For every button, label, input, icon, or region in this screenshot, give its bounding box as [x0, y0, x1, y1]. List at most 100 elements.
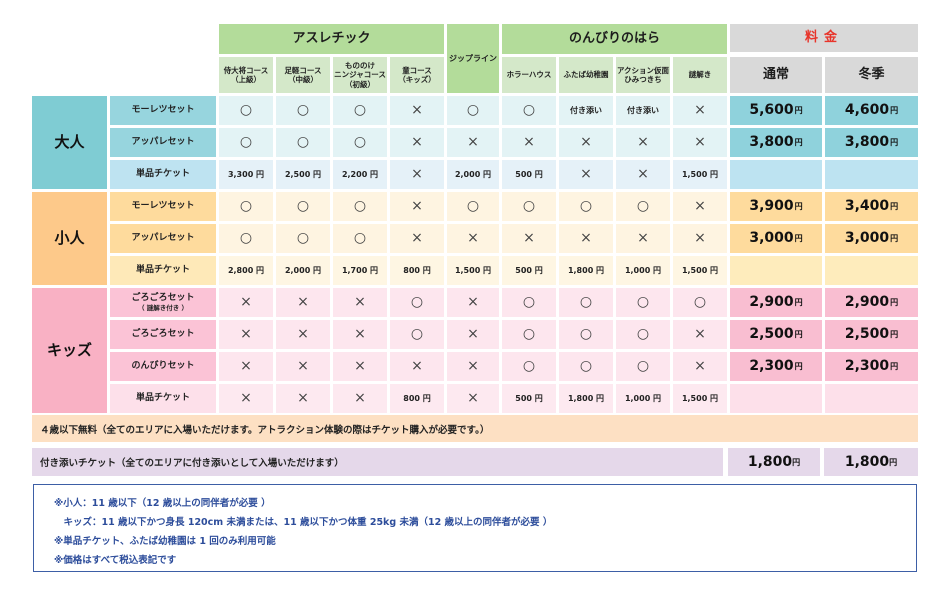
price-winter: 2,300 円: [825, 352, 918, 381]
header-price-normal: 通常: [730, 57, 822, 93]
currency-unit: 円: [794, 137, 803, 147]
unavailable-mark: ×: [390, 96, 444, 125]
price-winter: 3,800 円: [825, 128, 918, 157]
set-name: ごろごろセット: [110, 320, 216, 349]
price-winter: 3,000 円: [825, 224, 918, 253]
price-value: 3,400: [844, 197, 890, 214]
available-mark: ○: [276, 128, 330, 157]
header-label-line: 童コース: [402, 65, 432, 75]
header-nonbiri-item: アクション仮面 ひみつきち: [616, 57, 670, 93]
price-winter: 2,900 円: [825, 288, 918, 317]
unavailable-mark: ×: [502, 128, 556, 157]
currency-unit: 円: [890, 361, 899, 371]
unavailable-mark: ×: [390, 128, 444, 157]
set-name: アッパレセット: [110, 224, 216, 253]
set-name-label: のんびりセット: [131, 360, 195, 371]
price-winter: [825, 160, 918, 189]
cell-value: 2,500 円: [276, 160, 330, 189]
cell-value: 500 円: [502, 384, 556, 413]
available-mark: ○: [333, 96, 387, 125]
set-name-label: 単品チケット: [135, 168, 190, 179]
available-mark: ○: [447, 192, 499, 221]
notes-box: ※小人：11 歳以下（12 歳以上の同伴者が必要 ） キッズ：11 歳以下かつ身…: [33, 484, 917, 572]
header-label-line: アクション仮面: [616, 65, 670, 75]
set-name: 単品チケット: [110, 256, 216, 285]
currency-unit: 円: [794, 105, 803, 115]
header-nonbiri-item: 謎解き: [673, 57, 727, 93]
available-mark: ○: [390, 320, 444, 349]
cell-value: 1,800 円: [559, 256, 613, 285]
cell-value: 1,000 円: [616, 384, 670, 413]
header-athletic-course: 侍大将コース （上級）: [219, 57, 273, 93]
price-value: 2,900: [749, 293, 794, 310]
unavailable-mark: ×: [673, 352, 727, 381]
header-label-line: ふたば幼稚園: [563, 70, 609, 80]
set-name: のんびりセット: [110, 352, 216, 381]
cell-value: 500 円: [502, 256, 556, 285]
unavailable-mark: ×: [447, 128, 499, 157]
price-winter: [825, 256, 918, 285]
header-athletic-course: もののけ ニンジャコース （初級）: [333, 57, 387, 93]
header-label-line: ニンジャコース: [334, 70, 386, 80]
unavailable-mark: ×: [219, 288, 273, 317]
price-winter: 2,500 円: [825, 320, 918, 349]
price-winter: [825, 384, 918, 413]
price-normal: 3,900 円: [730, 192, 822, 221]
unavailable-mark: ×: [616, 128, 670, 157]
available-mark: ○: [502, 96, 556, 125]
price-value: 3,800: [844, 133, 890, 150]
header-nonbiri: のんびりのはら: [502, 24, 727, 54]
header-nonbiri-item: ホラーハウス: [502, 57, 556, 93]
cell-value: 800 円: [390, 384, 444, 413]
header-athletic: アスレチック: [219, 24, 444, 54]
cell-value: 800 円: [390, 256, 444, 285]
note-line: キッズ：11 歳以下かつ身長 120cm 未満または、11 歳以下かつ体重 25…: [54, 517, 553, 528]
currency-unit: 円: [792, 457, 801, 467]
currency-unit: 円: [890, 297, 899, 307]
header-athletic-course: 足軽コース （中級）: [276, 57, 330, 93]
price-normal: 3,000 円: [730, 224, 822, 253]
available-mark: ○: [276, 96, 330, 125]
currency-unit: 円: [890, 201, 899, 211]
companion-ticket-label: 付き添いチケット（全てのエリアに付き添いとして入場いただけます）: [32, 448, 723, 476]
available-mark: ○: [333, 224, 387, 253]
companion-ticket-row: 付き添いチケット（全てのエリアに付き添いとして入場いただけます） 1,800 円 …: [32, 448, 918, 476]
set-name: 単品チケット: [110, 160, 216, 189]
available-mark: ○: [502, 288, 556, 317]
unavailable-mark: ×: [673, 128, 727, 157]
unavailable-mark: ×: [502, 224, 556, 253]
header-zipline: ジップライン: [447, 24, 499, 93]
unavailable-mark: ×: [390, 160, 444, 189]
note-line: ※価格はすべて税込表記です: [54, 555, 177, 566]
available-mark: ○: [502, 192, 556, 221]
price-winter: 3,400 円: [825, 192, 918, 221]
available-mark: ○: [559, 288, 613, 317]
price-value: 3,000: [749, 229, 794, 246]
unavailable-mark: ×: [333, 384, 387, 413]
currency-unit: 円: [889, 457, 898, 467]
header-label-line: もののけ: [345, 60, 375, 70]
available-mark: ○: [502, 352, 556, 381]
price-value: 5,600: [749, 101, 794, 118]
currency-unit: 円: [794, 329, 803, 339]
price-normal: 2,300 円: [730, 352, 822, 381]
price-winter: 4,600 円: [825, 96, 918, 125]
available-mark: ○: [673, 288, 727, 317]
unavailable-mark: ×: [276, 288, 330, 317]
currency-unit: 円: [890, 233, 899, 243]
set-name-label: モーレツセット: [131, 104, 195, 115]
cell-value: 1,800 円: [559, 384, 613, 413]
header-label-line: （上級）: [231, 75, 261, 84]
currency-unit: 円: [794, 297, 803, 307]
set-name-label: ごろごろセット: [131, 328, 195, 339]
set-name-sub: （ 謎解き付き ）: [137, 304, 189, 313]
price-value: 3,800: [749, 133, 794, 150]
price-normal: [730, 256, 822, 285]
unavailable-mark: ×: [276, 320, 330, 349]
set-name: ごろごろセット（ 謎解き付き ）: [110, 288, 216, 317]
unavailable-mark: ×: [673, 192, 727, 221]
available-mark: ○: [276, 192, 330, 221]
cell-value: 1,500 円: [673, 384, 727, 413]
price-value: 1,800: [747, 454, 793, 470]
cell-value: 2,000 円: [447, 160, 499, 189]
